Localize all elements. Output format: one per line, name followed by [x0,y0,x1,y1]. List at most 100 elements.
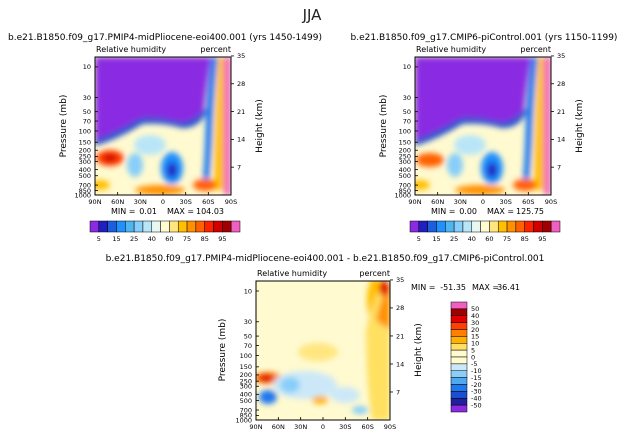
colorbar-swatch [450,349,468,358]
y-tick-label: 400 [79,166,91,174]
x-tick-label: 30N [454,198,467,206]
colorbar-swatch [550,220,561,233]
x-tick-label: 30S [179,198,191,206]
colorbar-label: 30 [471,319,479,327]
panel-diff-ylabel-right: Height (km) [414,323,424,377]
colorbar-swatch [450,322,468,330]
colorbar-swatch [450,356,468,365]
colorbar-swatch [450,336,468,344]
y-tick-label: 500 [79,172,91,180]
y-right-tick-label: 28 [237,80,245,88]
y-tick-label: 50 [244,332,252,340]
y-tick-label: 400 [240,391,252,399]
y-tick-label: 400 [399,166,411,174]
colorbar-swatch [116,220,126,233]
y-tick-label: 200 [240,371,252,379]
y-tick-label: 300 [399,158,411,166]
colorbar-label: 85 [201,235,209,243]
colorbar-label: 0 [471,353,475,361]
colorbar-label: 5 [97,235,101,243]
colorbar-label: 15 [432,235,440,243]
colorbar-swatch [533,220,543,233]
y-right-tick-label: 7 [396,388,400,396]
x-tick-label: 30S [499,198,511,206]
colorbar-label: 85 [521,235,529,243]
panel-right-min-value: 0.00 [459,207,477,216]
y-right-tick-label: 35 [396,276,404,284]
y-tick-label: 10 [244,287,252,295]
x-tick-label: 60S [202,198,214,206]
colorbar-label: 40 [471,312,479,320]
y-tick-label: 250 [79,153,91,161]
colorbar-swatch [450,370,468,378]
colorbar-swatch [213,220,223,233]
colorbar-swatch [515,220,525,233]
colorbar-swatch [462,220,473,233]
y-tick-label: 700 [399,181,411,189]
y-right-tick-label: 21 [557,108,565,116]
panel-left-subtitle-left: Relative humidity [96,45,166,54]
y-tick-label: 10 [403,63,411,71]
y-tick-label: 500 [399,172,411,180]
panel-right-subtitle-right: percent [520,45,551,54]
colorbar-label: 5 [417,235,421,243]
y-tick-label: 850 [399,187,411,195]
colorbar-swatch [177,220,188,233]
colorbar-swatch [450,363,468,371]
colorbar-label: 95 [538,235,546,243]
colorbar-label: 10 [471,340,479,348]
y-tick-label: 850 [79,187,91,195]
colorbar-swatch [230,220,241,233]
panel-diff-subtitle-left: Relative humidity [257,269,327,278]
panel-left-min-label: MIN = [111,207,136,216]
panel-diff-min-value: -51.35 [440,283,466,292]
y-right-tick-label: 7 [237,163,241,171]
panel-right-ylabel-right: Height (km) [575,99,585,153]
colorbar-swatch [186,220,197,233]
y-tick-label: 500 [240,397,252,405]
colorbar-label: -40 [471,395,482,403]
x-tick-label: 60N [272,423,285,431]
colorbar-swatch [542,220,552,233]
colorbar-label: 5 [471,346,475,354]
colorbar-swatch [450,308,468,316]
x-tick-label: 30N [134,198,147,206]
colorbar-swatch [453,220,464,233]
y-tick-label: 100 [79,127,91,135]
x-tick-label: 30N [294,423,307,431]
colorbar-swatch [107,220,117,233]
panel-left-min-value: 0.01 [139,207,157,216]
colorbar-swatch [450,391,468,399]
colorbar-swatch [480,220,490,233]
y-tick-label: 30 [244,318,252,326]
y-tick-label: 700 [240,406,252,414]
colorbar-label: 60 [165,235,173,243]
colorbar-label: 40 [468,235,476,243]
panel-diff-max-value: 36.41 [497,283,520,292]
y-tick-label: 850 [240,412,252,420]
x-tick-label: 90S [384,423,396,431]
colorbar-swatch [450,329,468,337]
y-tick-label: 150 [240,363,252,371]
colorbar-label: 25 [130,235,138,243]
colorbar-swatch [142,220,153,233]
colorbar-swatch [427,220,437,233]
y-tick-label: 30 [83,94,91,102]
colorbar-swatch [450,384,468,392]
colorbar-label: 15 [471,333,479,341]
y-tick-label: 1000 [74,191,91,199]
panel-right-title: b.e21.B1850.f09_g17.CMIP6-piControl.001 … [351,33,618,43]
colorbar-label: 75 [503,235,511,243]
panel-diff-field [256,281,390,420]
colorbar-label: -30 [471,388,482,396]
panel-right-max-value: 125.75 [516,207,544,216]
colorbar-absolute: 5 15 25 40 60 75 85 95 5 15 25 40 60 75 85 95 [89,220,561,243]
y-tick-label: 300 [240,383,252,391]
colorbar-label: 40 [148,235,156,243]
colorbar-swatch [409,220,420,233]
panel-right-subtitle-left: Relative humidity [416,45,486,54]
y-tick-label: 300 [79,158,91,166]
colorbar-swatch [450,301,468,310]
page-title: JJA [302,6,322,24]
